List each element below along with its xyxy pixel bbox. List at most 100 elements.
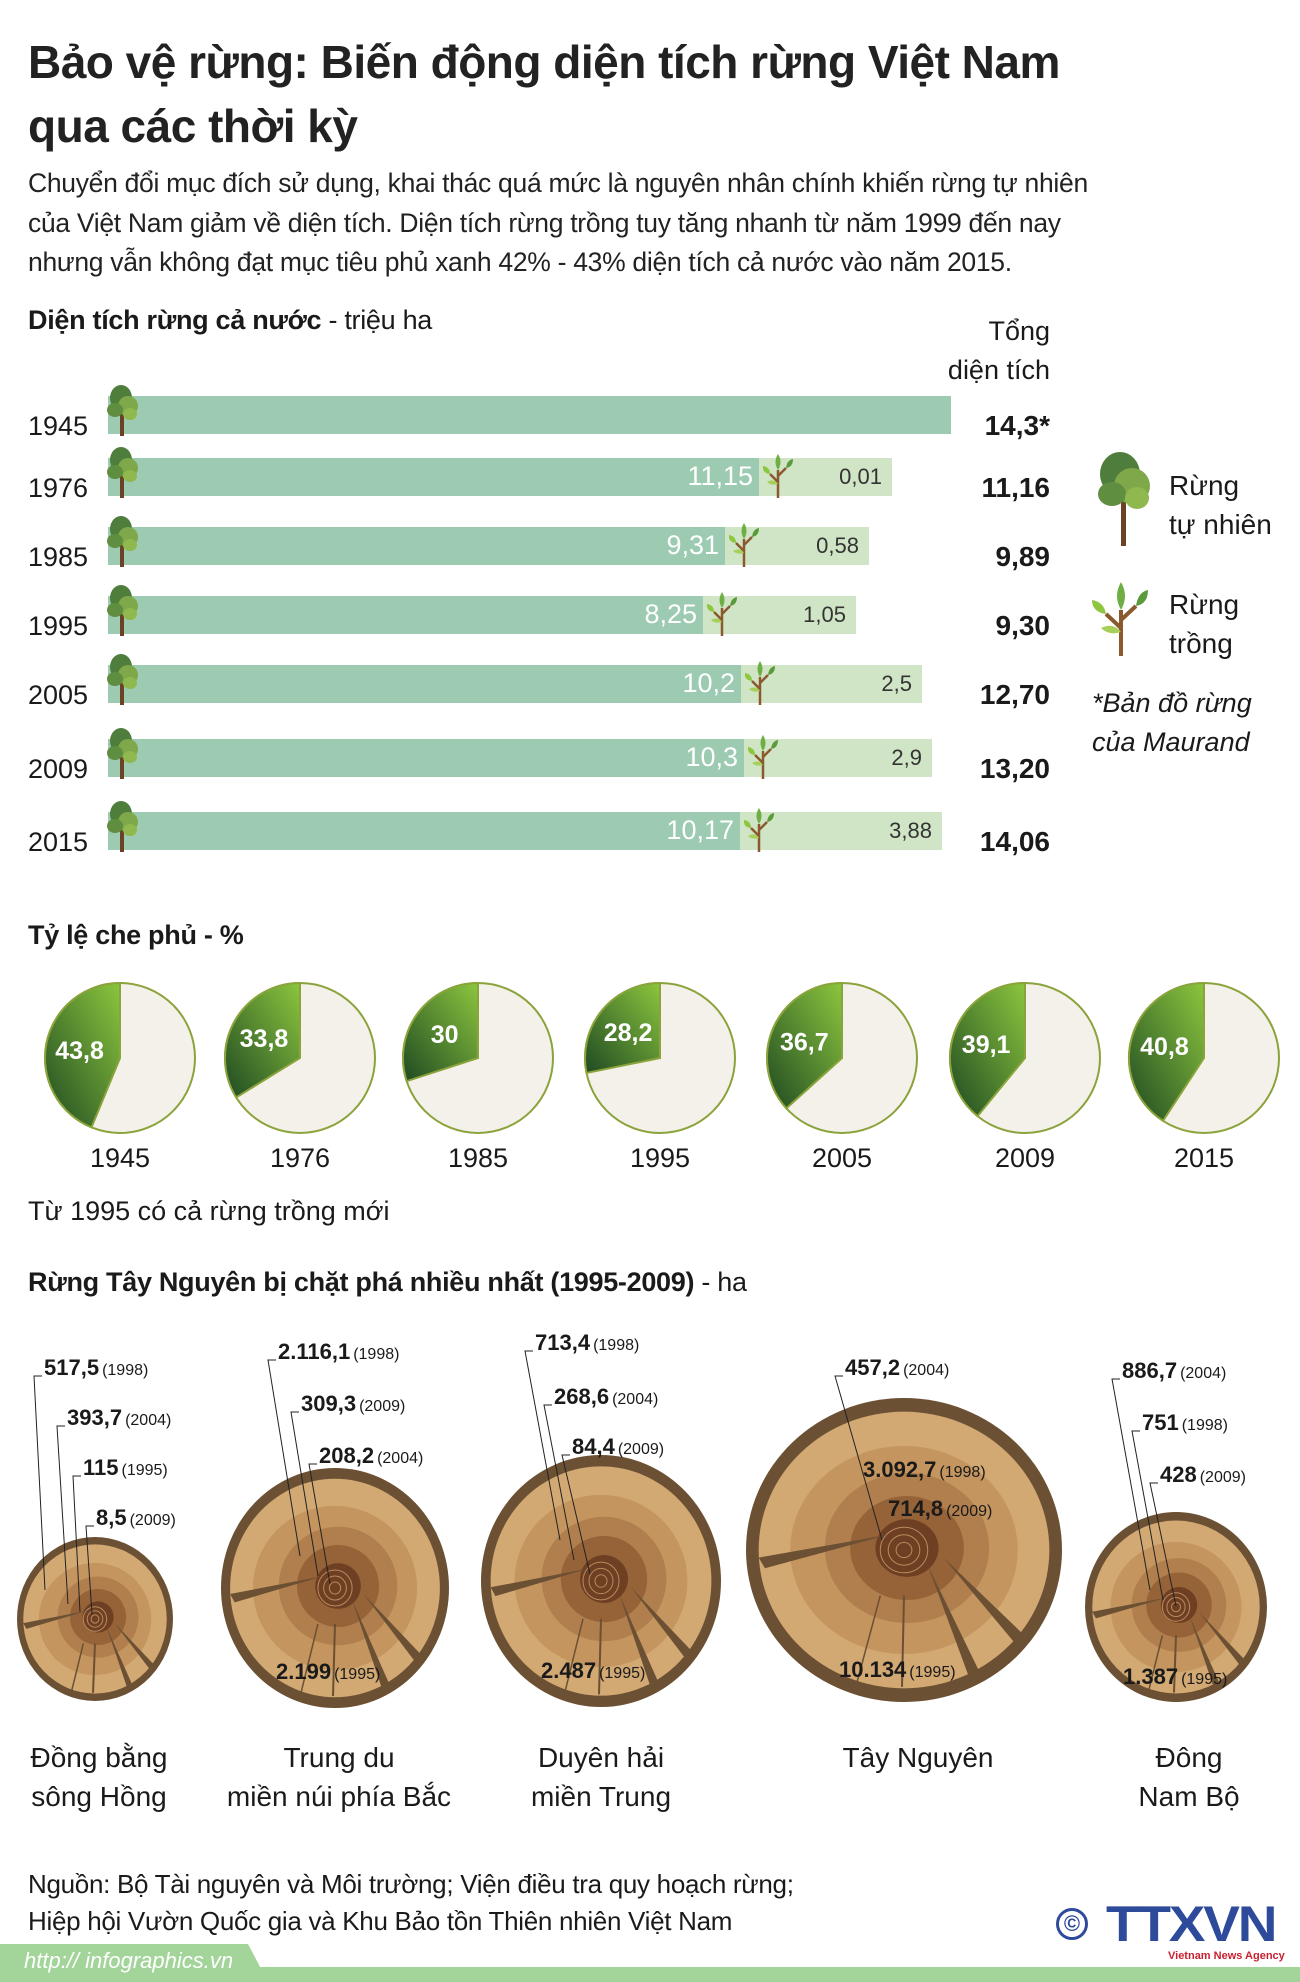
area-row: 2005 10,2 2,5 12,70 bbox=[0, 654, 1300, 710]
planted-value: 3,88 bbox=[889, 818, 932, 843]
sapling-icon bbox=[728, 523, 759, 567]
pie-value-label: 30 bbox=[431, 1021, 459, 1049]
legend-natural-line: Rừng bbox=[1169, 470, 1240, 501]
region-name-line: miền núi phía Bắc bbox=[226, 1781, 452, 1812]
stump-year: (2004) bbox=[1180, 1365, 1227, 1382]
natural-tree-icon bbox=[107, 585, 138, 636]
area-section-title: Diện tích rừng cả nước - triệu ha bbox=[28, 305, 432, 336]
copyright-icon: © bbox=[1056, 1908, 1088, 1940]
row-year: 1945 bbox=[28, 411, 89, 441]
stump-label: 1.387 (1995) bbox=[1123, 1664, 1227, 1693]
stump-year: (2004) bbox=[125, 1412, 172, 1429]
stump-label: 393,7 (2004) bbox=[67, 1405, 171, 1434]
pie-slice bbox=[1128, 981, 1205, 1123]
stump-label: 457,2 (2004) bbox=[845, 1355, 949, 1384]
area-row: 2009 10,3 2,9 13,20 bbox=[0, 728, 1300, 784]
natural-forest-bar: 10,2 bbox=[108, 665, 741, 703]
stump-label: 208,2 (2004) bbox=[319, 1443, 423, 1472]
sapling-icon bbox=[743, 808, 774, 852]
stump-year: (1995) bbox=[1181, 1671, 1228, 1688]
natural-tree-icon bbox=[107, 385, 138, 436]
stump-value: 2.199 bbox=[276, 1659, 332, 1684]
area-row: 1985 9,31 0,58 9,89 bbox=[0, 516, 1300, 572]
stump-label: 713,4 (1998) bbox=[535, 1330, 639, 1359]
area-row: 1995 8,25 1,05 9,30 bbox=[0, 585, 1300, 641]
stump-value: 84,4 bbox=[572, 1434, 615, 1459]
natural-value: 10,2 bbox=[682, 668, 735, 698]
stump-year: (2009) bbox=[129, 1512, 176, 1529]
natural-value: 9,31 bbox=[666, 530, 719, 560]
leader-line bbox=[834, 1375, 883, 1541]
stump-value: 115 bbox=[83, 1455, 119, 1480]
total-value: 11,16 bbox=[981, 472, 1050, 503]
intro-line: của Việt Nam giảm về diện tích. Diện tíc… bbox=[28, 207, 1061, 238]
natural-tree-icon bbox=[107, 728, 138, 779]
region-name: Đông Nam Bộ bbox=[1059, 1738, 1300, 1816]
stump-value: 208,2 bbox=[319, 1443, 375, 1468]
region-name-line: Duyên hải bbox=[537, 1742, 665, 1773]
stump-year: (2009) bbox=[1199, 1469, 1246, 1486]
stump-value: 714,8 bbox=[888, 1496, 944, 1521]
pie-year-label: 1945 bbox=[89, 1143, 151, 1173]
natural-forest-bar: 10,3 bbox=[108, 739, 744, 777]
natural-forest-bar bbox=[108, 396, 951, 434]
stump-label: 115 (1995) bbox=[83, 1455, 168, 1484]
pie-value-label: 28,2 bbox=[604, 1019, 653, 1047]
region-name-line: Trung du bbox=[283, 1742, 395, 1773]
ttxvn-logo: TTXVN bbox=[1106, 1896, 1277, 1952]
stump-label: 3.092,7 (1998) bbox=[863, 1457, 986, 1486]
total-value: 14,06 bbox=[979, 826, 1050, 857]
coverage-note: Từ 1995 có cả rừng trồng mới bbox=[28, 1196, 390, 1226]
stump-value: 457,2 bbox=[845, 1355, 901, 1380]
intro-line: Chuyển đổi mục đích sử dụng, khai thác q… bbox=[28, 168, 1088, 198]
natural-forest-bar: 10,17 bbox=[108, 812, 740, 850]
tree-stump bbox=[1085, 1512, 1267, 1702]
region-name-line: sông Hồng bbox=[31, 1781, 167, 1812]
stump-value: 517,5 bbox=[44, 1355, 100, 1380]
coverage-title: Tỷ lệ che phủ - % bbox=[28, 920, 244, 950]
natural-tree-icon bbox=[107, 447, 138, 498]
natural-value: 8,25 bbox=[644, 599, 697, 629]
natural-tree-icon bbox=[107, 654, 138, 705]
planted-forest-bar: 1,05 bbox=[703, 592, 856, 636]
stump-value: 428 bbox=[1160, 1462, 1197, 1487]
natural-forest-bar: 9,31 bbox=[108, 527, 725, 565]
total-value: 9,89 bbox=[995, 541, 1051, 572]
stump-section-title: Rừng Tây Nguyên bị chặt phá nhiều nhất (… bbox=[28, 1267, 747, 1298]
page-title: Bảo vệ rừng: Biến động diện tích rừng Vi… bbox=[28, 30, 1060, 158]
legend-planted: Rừng trồng bbox=[1169, 585, 1239, 663]
region-name-line: Nam Bộ bbox=[1138, 1781, 1240, 1812]
stump-year: (2004) bbox=[377, 1450, 424, 1467]
website-link[interactable]: http:// infographics.vn bbox=[24, 1948, 234, 1973]
stump-title: Rừng Tây Nguyên bị chặt phá nhiều nhất (… bbox=[28, 1267, 695, 1297]
note-line: *Bản đồ rừng bbox=[1092, 688, 1252, 718]
pie-slice bbox=[402, 981, 479, 1083]
region-name: Duyên hải miền Trung bbox=[471, 1738, 731, 1816]
stump-value: 1.387 bbox=[1123, 1664, 1179, 1689]
leader-line bbox=[308, 1463, 331, 1585]
stump-value: 751 bbox=[1142, 1410, 1179, 1435]
source-line: Hiệp hội Vườn Quốc gia và Khu Bảo tồn Th… bbox=[28, 1906, 733, 1936]
pie-year-label: 1976 bbox=[269, 1143, 331, 1173]
legend-planted-line: Rừng bbox=[1169, 589, 1240, 620]
total-header-line: diện tích bbox=[947, 355, 1050, 385]
planted-value: 0,58 bbox=[816, 533, 859, 558]
leader-line bbox=[561, 1454, 591, 1575]
copyright-symbol: © bbox=[1063, 1911, 1081, 1936]
region-name: Tây Nguyên bbox=[788, 1738, 1048, 1777]
stump-value: 713,4 bbox=[535, 1330, 591, 1355]
leader-line bbox=[1131, 1430, 1164, 1601]
stump-year: (2009) bbox=[359, 1398, 406, 1415]
sapling-icon bbox=[762, 454, 793, 498]
logo-subtitle: Vietnam News Agency bbox=[1168, 1950, 1285, 1962]
stump-value: 309,3 bbox=[301, 1391, 357, 1416]
row-year: 1976 bbox=[28, 473, 89, 503]
stump-label: 268,6 (2004) bbox=[554, 1384, 658, 1413]
stump-value: 3.092,7 bbox=[863, 1457, 937, 1482]
tree-stump bbox=[17, 1537, 173, 1701]
source-line: Nguồn: Bộ Tài nguyên và Môi trường; Viện… bbox=[28, 1869, 794, 1899]
region-name-line: Đông bbox=[1155, 1742, 1223, 1773]
sapling-icon bbox=[744, 661, 775, 705]
stump-year: (1998) bbox=[593, 1337, 640, 1354]
stump-value: 886,7 bbox=[1122, 1358, 1178, 1383]
